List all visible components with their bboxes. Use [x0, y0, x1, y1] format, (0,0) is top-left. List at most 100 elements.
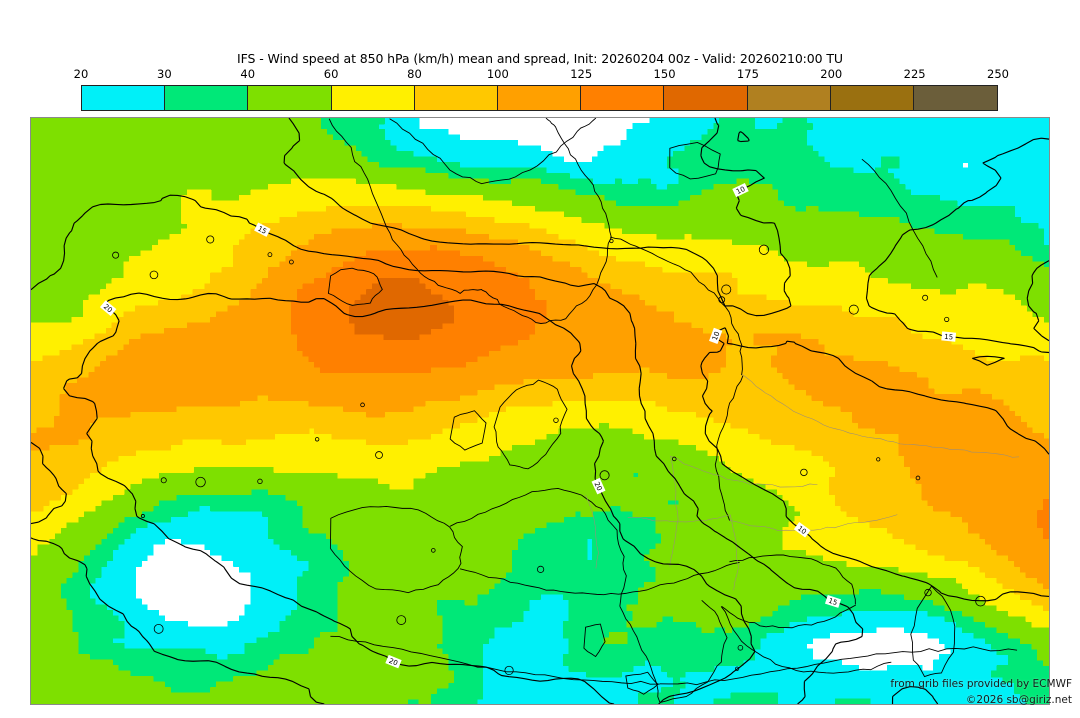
data-source-credit: from grib files provided by ECMWF — [890, 678, 1072, 690]
border-central-russia — [729, 514, 898, 531]
coastline-island — [149, 270, 159, 280]
svg-text:20: 20 — [388, 657, 399, 668]
coastline-caspian — [910, 585, 956, 678]
windspeed-band-40 — [31, 118, 1049, 704]
spread-contour-label-10: 10 — [709, 327, 723, 344]
colorbar: 20 30 40 60 80 100 125 150 175 200 225 250 — [74, 67, 1009, 111]
coastline-island — [112, 251, 120, 259]
coastline-italy-east — [659, 600, 728, 703]
coastline-island — [153, 623, 164, 634]
colorbar-tick-40: 40 — [240, 67, 256, 81]
colorbar-segment-40 — [248, 86, 332, 110]
windspeed-band-150 — [348, 278, 455, 341]
coastline-island — [375, 451, 383, 459]
border-alps-west — [585, 494, 599, 569]
colorbar-segment-200 — [830, 86, 914, 110]
coastline-iberia — [329, 506, 463, 594]
coastline-island — [504, 665, 514, 675]
coastline-ireland — [449, 410, 487, 451]
coastline-iceland — [327, 267, 383, 306]
windspeed-band-125 — [291, 244, 1049, 540]
coastline-turkey-south — [720, 606, 892, 674]
coastline-island — [915, 475, 921, 481]
coastline-sardinia — [583, 623, 606, 658]
coastline-island — [924, 588, 932, 597]
coastline-island — [431, 548, 436, 553]
colorbar-segment-125 — [581, 86, 665, 110]
colorbar-segment-80 — [414, 86, 498, 110]
spread-contour-label-15: 15 — [824, 595, 842, 608]
coastline-novaya-zemlya — [861, 158, 938, 278]
coastline-island — [140, 514, 145, 519]
spread-contour-label-20: 20 — [591, 477, 606, 495]
coastline-island — [922, 294, 929, 301]
colorbar-strip — [81, 85, 998, 111]
colorbar-segment-225 — [913, 86, 998, 110]
colorbar-segment-60 — [331, 86, 415, 110]
coastline-sicily — [625, 671, 659, 695]
coastline-greenland-south — [328, 118, 483, 294]
coastline-island — [876, 457, 881, 462]
coastline-island — [553, 417, 559, 423]
colorbar-tick-125: 125 — [570, 67, 593, 81]
coastline-island — [735, 666, 740, 671]
coastline-island — [288, 259, 294, 265]
spread-contour-15 — [31, 137, 1049, 704]
colorbar-tick-175: 175 — [736, 67, 759, 81]
coastline-island — [848, 304, 859, 315]
colorbar-tick-200: 200 — [820, 67, 843, 81]
coastline-black-sea-north — [729, 554, 856, 605]
coastline-island — [360, 402, 365, 408]
svg-text:10: 10 — [711, 331, 722, 342]
coastline-island — [257, 478, 263, 485]
coastline-island — [206, 235, 215, 244]
spread-contour-label-15: 15 — [254, 222, 271, 237]
coastline-island — [758, 244, 770, 255]
spread-contour-10 — [283, 118, 1049, 704]
coastline-island — [599, 470, 610, 481]
windspeed-band-100 — [31, 222, 1049, 589]
coastline-island — [800, 468, 808, 477]
coastline-island — [314, 437, 320, 442]
windspeed-band-30 — [59, 118, 1049, 704]
coastline-island — [160, 477, 167, 484]
spread-contour-label-20: 20 — [99, 300, 117, 317]
spread-contour-layer — [31, 118, 1049, 704]
coastline-island — [195, 476, 206, 488]
spread-contour-label-15: 15 — [941, 331, 957, 342]
windspeed-fill-layer — [31, 118, 1049, 704]
colorbar-tick-100: 100 — [486, 67, 509, 81]
coastline-island — [671, 456, 677, 462]
colorbar-tick-250: 250 — [987, 67, 1009, 81]
windspeed-band-20 — [88, 118, 1049, 704]
coastline-island — [537, 565, 545, 573]
weather-map-canvas[interactable]: 10 10 10 15 15 15 20 20 20 — [31, 118, 1049, 704]
colorbar-segment-175 — [747, 86, 831, 110]
coastline-island — [721, 284, 732, 295]
colorbar-segment-150 — [664, 86, 748, 110]
spread-contour-labels: 10 10 10 15 15 15 20 20 20 — [99, 182, 957, 669]
border-balkans-west — [669, 456, 679, 567]
svg-text:20: 20 — [102, 303, 114, 315]
colorbar-tick-20: 20 — [73, 67, 89, 81]
colorbar-segment-20 — [82, 86, 166, 110]
colorbar-tick-80: 80 — [407, 67, 422, 81]
colorbar-tick-labels: 20 30 40 60 80 100 125 150 175 200 225 250 — [74, 67, 1009, 83]
coastline-great-britain — [493, 379, 568, 470]
spread-contour-label-20: 20 — [385, 654, 402, 669]
colorbar-tick-225: 225 — [903, 67, 926, 81]
coastline-turkey-north — [721, 604, 856, 629]
svg-text:20: 20 — [592, 481, 603, 492]
svg-text:10: 10 — [735, 185, 746, 196]
coastline-north-africa — [330, 635, 660, 685]
map-frame[interactable]: 10 10 10 15 15 15 20 20 20 — [30, 117, 1050, 705]
page-title: IFS - Wind speed at 850 hPa (km/h) mean … — [237, 51, 843, 66]
coastline-island — [944, 316, 950, 323]
coastline-island — [396, 615, 407, 625]
colorbar-segment-100 — [497, 86, 582, 110]
colorbar-segment-30 — [165, 86, 249, 110]
coastline-island — [609, 238, 614, 244]
spread-contour-label-10: 10 — [793, 522, 811, 538]
border-ukraine-west — [729, 514, 739, 591]
